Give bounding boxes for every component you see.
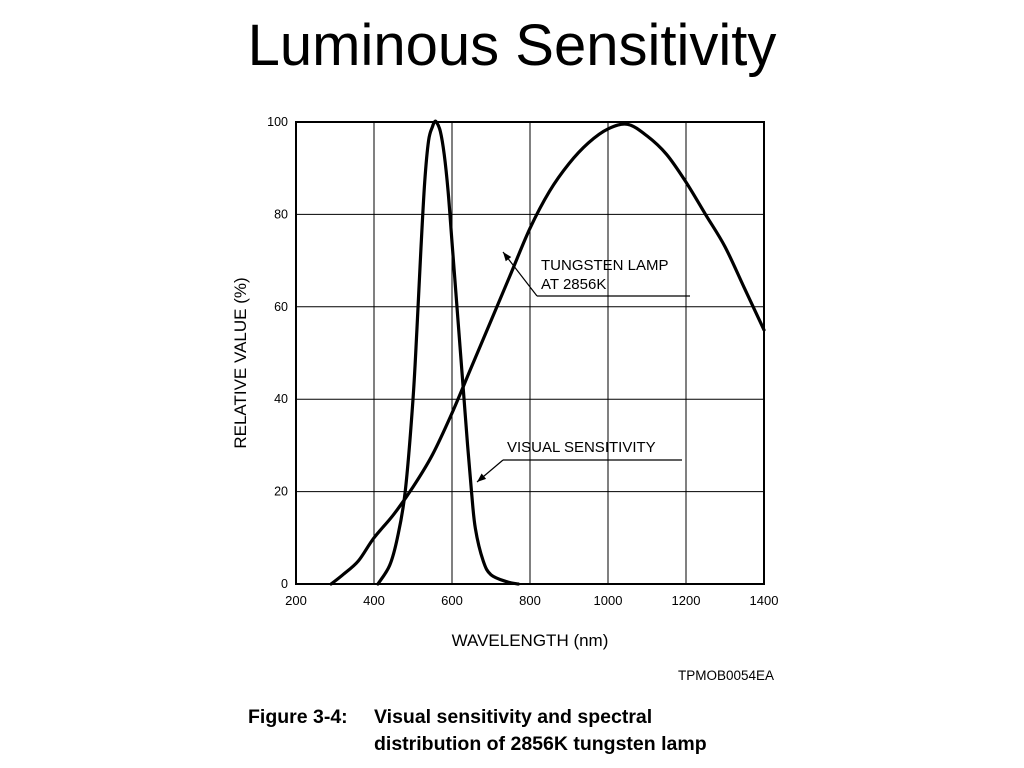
tungsten-curve bbox=[329, 122, 766, 586]
annotation-arrowhead-tungsten bbox=[503, 252, 512, 262]
y-tick-label: 100 bbox=[267, 115, 288, 129]
y-tick-label: 80 bbox=[274, 207, 288, 221]
x-tick-label: 1400 bbox=[750, 593, 779, 608]
annotations: TUNGSTEN LAMP AT 2856K VISUAL SENSITIVITY bbox=[476, 251, 690, 483]
annotation-label-tungsten: TUNGSTEN LAMP bbox=[541, 257, 669, 274]
annotation-label-visual: VISUAL SENSITIVITY bbox=[507, 439, 656, 456]
x-tick-label: 1000 bbox=[594, 593, 623, 608]
series-layer bbox=[329, 119, 766, 586]
x-tick-label: 800 bbox=[519, 593, 541, 608]
x-tick-label: 200 bbox=[285, 593, 307, 608]
annotation-label2-tungsten: AT 2856K bbox=[541, 276, 606, 293]
visual-curve bbox=[376, 119, 520, 586]
x-tick-label: 400 bbox=[363, 593, 385, 608]
figure-caption-line2: distribution of 2856K tungsten lamp bbox=[374, 733, 707, 755]
figure-caption-line1: Visual sensitivity and spectral bbox=[374, 706, 653, 728]
y-tick-label: 0 bbox=[281, 577, 288, 591]
annotation-arrowhead-visual bbox=[477, 473, 487, 482]
wavelength-chart: 200 400 600 800 1000 1200 1400 0 20 40 60 80 100 WAVE… bbox=[231, 115, 778, 683]
grid bbox=[296, 122, 764, 584]
y-tick-label: 20 bbox=[274, 485, 288, 499]
x-axis-label: WAVELENGTH (nm) bbox=[452, 631, 609, 650]
axes: 200 400 600 800 1000 1200 1400 0 20 40 60 80 100 WAVE… bbox=[231, 115, 778, 650]
annotation-arrow-tungsten bbox=[502, 251, 538, 297]
y-tick-label: 40 bbox=[274, 392, 288, 406]
slide-title: Luminous Sensitivity bbox=[247, 13, 777, 78]
figure-code: TPMOB0054EA bbox=[678, 668, 774, 683]
plot-frame bbox=[295, 121, 765, 585]
y-axis-label: RELATIVE VALUE (%) bbox=[231, 277, 250, 448]
x-tick-label: 600 bbox=[441, 593, 463, 608]
x-tick-label: 1200 bbox=[672, 593, 701, 608]
y-tick-label: 60 bbox=[274, 300, 288, 314]
figure-caption-number: Figure 3-4: bbox=[248, 706, 348, 728]
